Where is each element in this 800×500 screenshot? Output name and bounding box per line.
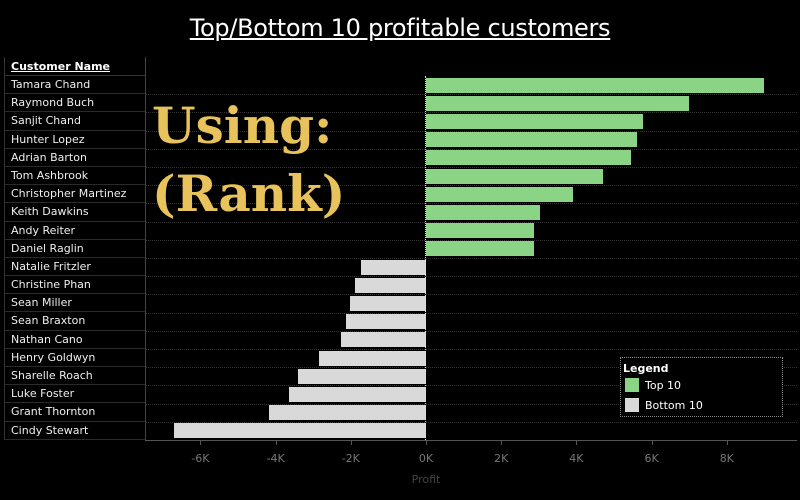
gridline xyxy=(146,276,797,278)
bar-top[interactable] xyxy=(426,113,643,129)
bar-top[interactable] xyxy=(426,132,638,148)
table-row[interactable]: Cindy Stewart xyxy=(5,422,146,440)
bar-top[interactable] xyxy=(426,168,603,184)
legend-label: Bottom 10 xyxy=(645,398,703,412)
gridline xyxy=(146,112,797,114)
legend: Legend Top 10 Bottom 10 xyxy=(620,357,783,417)
table-row[interactable]: Keith Dawkins xyxy=(5,203,146,222)
gridline xyxy=(146,312,797,314)
gridline xyxy=(146,203,797,205)
x-tick xyxy=(501,440,503,445)
gridline xyxy=(146,130,797,132)
customer-name-column: Customer Name Tamara Chand Raymond Buch Sa… xyxy=(4,57,146,440)
bar-top[interactable] xyxy=(426,95,690,111)
table-row[interactable]: Daniel Raglin xyxy=(5,240,146,258)
bar-bottom[interactable] xyxy=(268,405,426,421)
table-row[interactable]: Tom Ashbrook xyxy=(5,167,146,186)
x-axis xyxy=(145,440,797,441)
table-row[interactable]: Sharelle Roach xyxy=(5,367,146,386)
gridline xyxy=(146,349,797,350)
bar-top[interactable] xyxy=(426,241,534,257)
bar-bottom[interactable] xyxy=(341,332,426,348)
x-tick-label: 8K xyxy=(719,452,734,465)
legend-label: Top 10 xyxy=(645,378,682,392)
bar-top[interactable] xyxy=(426,186,573,202)
gridline xyxy=(146,185,797,187)
gridline xyxy=(146,258,797,259)
gridline xyxy=(146,294,797,296)
gridline xyxy=(146,148,797,150)
column-header-customer-name[interactable]: Customer Name xyxy=(5,57,146,76)
bar-bottom[interactable] xyxy=(345,314,426,330)
gridline xyxy=(146,385,797,387)
bar-top[interactable] xyxy=(426,77,765,93)
table-row[interactable]: Christine Phan xyxy=(5,276,146,295)
table-row[interactable]: Sanjit Chand xyxy=(5,112,146,131)
table-row[interactable]: Nathan Cano xyxy=(5,331,146,349)
legend-title: Legend xyxy=(623,362,669,375)
x-tick xyxy=(350,440,352,445)
bar-bottom[interactable] xyxy=(174,423,426,439)
x-tick xyxy=(426,440,427,445)
bar-bottom[interactable] xyxy=(360,259,426,275)
x-tick-label: 0K xyxy=(418,452,434,465)
overlay-annotation: Using: (Rank) xyxy=(152,92,345,228)
x-tick-label: 4K xyxy=(569,452,584,465)
chart-title: Top/Bottom 10 profitable customers xyxy=(189,14,611,42)
gridline xyxy=(146,239,797,241)
overlay-line-1: Using: xyxy=(152,96,333,155)
bar-bottom[interactable] xyxy=(350,295,426,311)
x-tick-label: -2K xyxy=(341,452,360,465)
bar-top[interactable] xyxy=(426,204,541,220)
x-tick-label: 6K xyxy=(644,452,659,465)
table-row[interactable]: Christopher Martinez xyxy=(5,185,146,204)
x-axis-label: Profit xyxy=(411,473,441,486)
legend-swatch-icon xyxy=(625,398,639,412)
bar-top[interactable] xyxy=(426,223,534,239)
plot-area xyxy=(146,76,797,441)
legend-swatch-icon xyxy=(625,378,639,392)
x-tick xyxy=(726,440,728,445)
x-tick xyxy=(200,440,202,445)
table-row[interactable]: Raymond Buch xyxy=(5,94,146,113)
legend-item-top-10[interactable]: Top 10 xyxy=(621,375,782,395)
overlay-line-2: (Rank) xyxy=(152,164,346,223)
x-tick xyxy=(576,440,578,445)
row-divider xyxy=(145,57,146,440)
gridline xyxy=(146,221,797,223)
gridline xyxy=(146,367,797,369)
bar-bottom[interactable] xyxy=(289,386,426,402)
bar-bottom[interactable] xyxy=(298,368,426,384)
table-row[interactable]: Natalie Fritzler xyxy=(5,258,146,277)
x-tick-label: -6K xyxy=(191,452,210,465)
x-tick-label: -4K xyxy=(266,452,285,465)
gridline xyxy=(146,421,797,423)
gridline xyxy=(146,403,797,405)
x-tick-label: 2K xyxy=(494,452,509,465)
bar-bottom[interactable] xyxy=(318,350,426,366)
x-tick xyxy=(275,440,277,445)
x-tick xyxy=(651,440,653,445)
table-row[interactable]: Grant Thornton xyxy=(5,403,146,422)
bar-top[interactable] xyxy=(426,150,631,166)
gridline xyxy=(146,94,797,96)
legend-item-bottom-10[interactable]: Bottom 10 xyxy=(621,395,782,415)
gridline xyxy=(146,330,797,332)
table-row[interactable]: Henry Goldwyn xyxy=(5,349,146,367)
table-row[interactable]: Adrian Barton xyxy=(5,149,146,167)
bar-bottom[interactable] xyxy=(354,277,426,293)
table-row[interactable]: Tamara Chand xyxy=(5,76,146,95)
table-row[interactable]: Luke Foster xyxy=(5,385,146,404)
table-row[interactable]: Hunter Lopez xyxy=(5,131,146,149)
table-row[interactable]: Sean Miller xyxy=(5,294,146,313)
gridline xyxy=(146,167,797,168)
table-row[interactable]: Andy Reiter xyxy=(5,222,146,240)
table-row[interactable]: Sean Braxton xyxy=(5,312,146,331)
zero-line xyxy=(425,76,426,440)
